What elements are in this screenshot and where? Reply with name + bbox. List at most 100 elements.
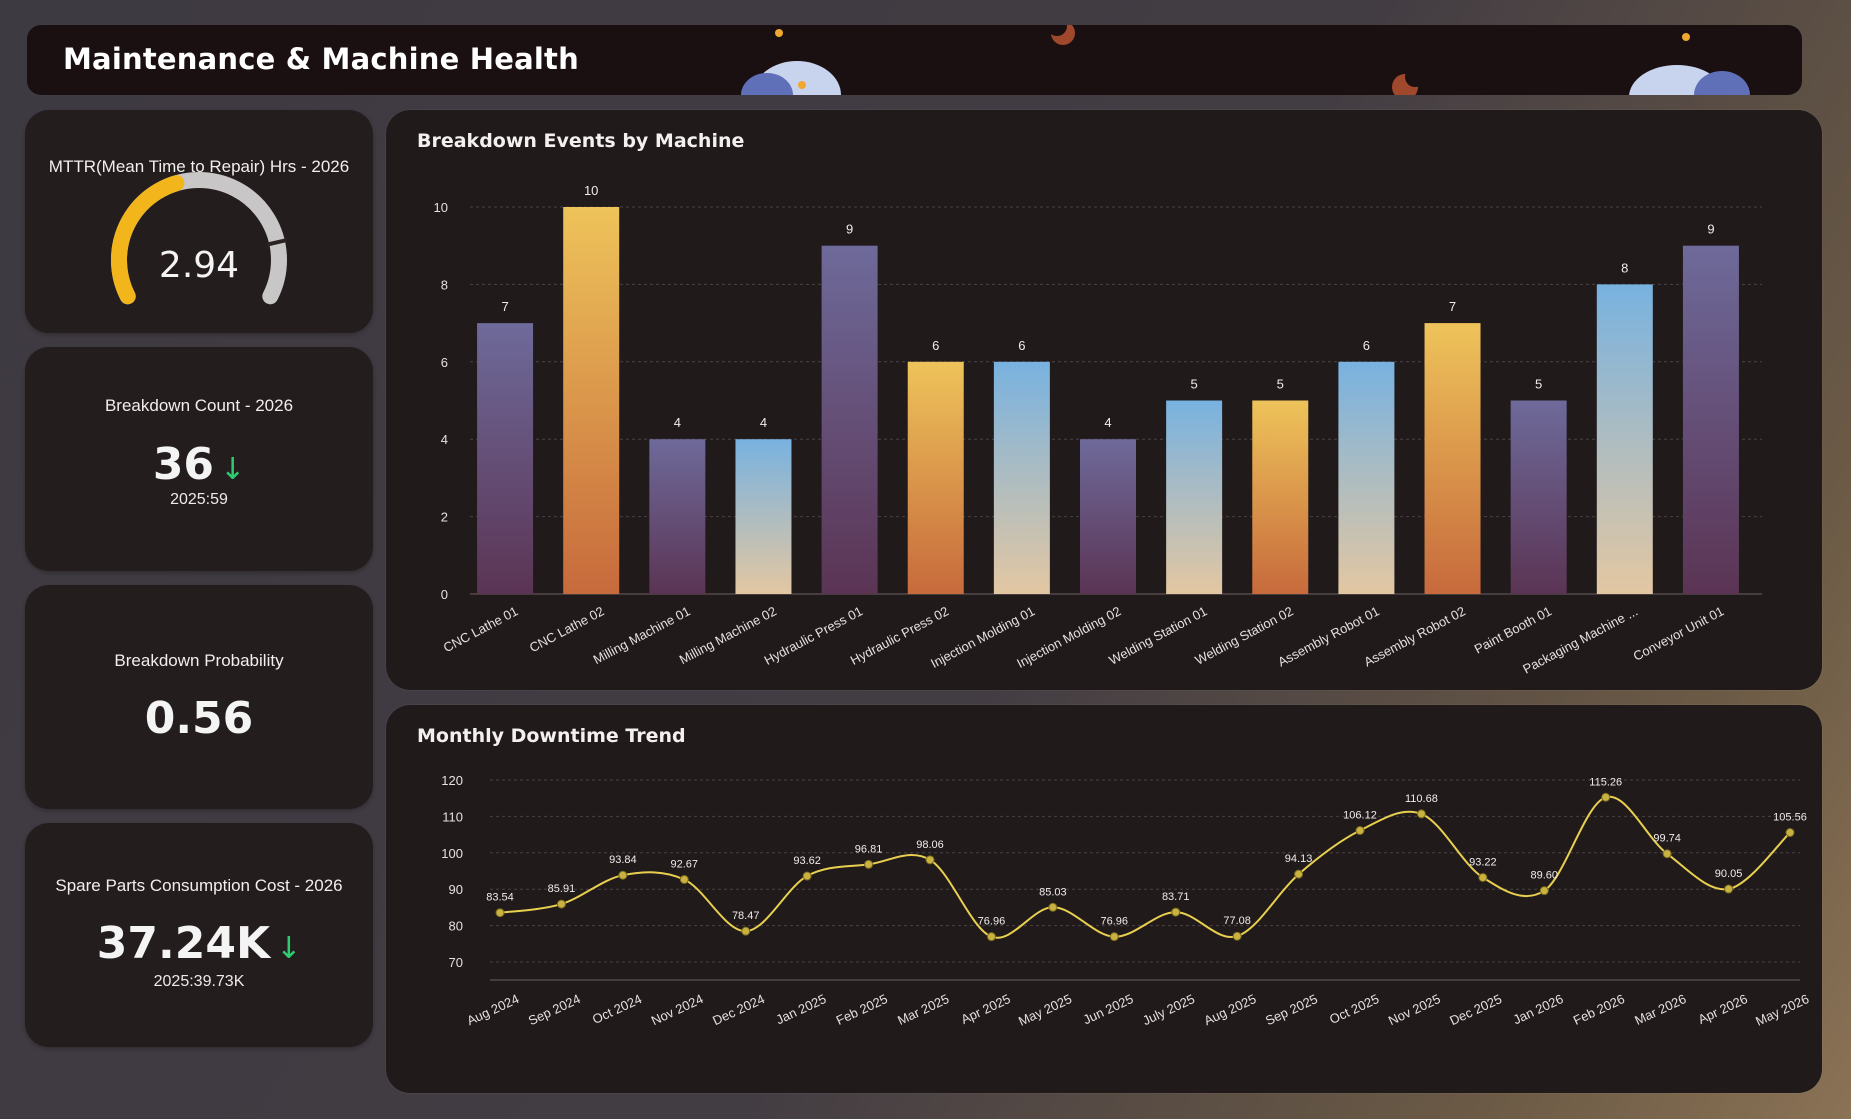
y-tick-label: 10 — [434, 200, 448, 215]
down-arrow-icon: ↓ — [220, 452, 246, 487]
down-arrow-icon: ↓ — [276, 931, 302, 966]
x-tick-label: Aug 2025 — [1202, 991, 1259, 1028]
y-tick-label: 2 — [441, 510, 448, 525]
data-point[interactable] — [618, 870, 628, 880]
bar[interactable] — [1596, 284, 1653, 594]
y-tick-label: 6 — [441, 355, 448, 370]
data-point[interactable] — [1294, 869, 1304, 879]
bar[interactable] — [907, 361, 964, 594]
bar-value-label: 5 — [1277, 377, 1284, 392]
data-point[interactable] — [1416, 809, 1426, 819]
bar-value-label: 4 — [1104, 415, 1111, 430]
point-value-label: 105.56 — [1773, 812, 1807, 824]
x-tick-label: Apr 2026 — [1696, 991, 1750, 1027]
monthly-downtime-chart: 70 80 90 100 110 120 83.54 Aug 2024 85.91 Sep 202… — [441, 773, 1811, 1029]
x-tick-label: CNC Lathe 02 — [527, 603, 607, 655]
breakdown-count-number: 36 — [152, 439, 215, 490]
monthly-downtime-panel: Monthly Downtime Trend 70 80 90 100 110 120 83… — [386, 705, 1822, 1093]
data-point[interactable] — [1171, 907, 1181, 917]
y-tick-label: 110 — [442, 809, 463, 824]
data-point[interactable] — [864, 859, 874, 869]
bar-value-label: 5 — [1535, 377, 1542, 392]
point-value-label: 93.84 — [609, 854, 637, 866]
point-value-label: 98.06 — [916, 839, 944, 851]
point-value-label: 99.74 — [1653, 833, 1681, 845]
breakdown-events-chart: 0 2 4 6 8 10 7 CNC Lathe 01 10 CNC Lathe 02 4 Milli… — [434, 183, 1762, 677]
data-point[interactable] — [802, 871, 812, 881]
point-value-label: 85.03 — [1039, 886, 1067, 898]
bar[interactable] — [1682, 245, 1739, 594]
point-value-label: 78.47 — [732, 910, 760, 922]
data-point[interactable] — [986, 932, 996, 942]
mttr-title: MTTR(Mean Time to Repair) Hrs - 2026 — [48, 157, 350, 176]
data-point[interactable] — [1048, 902, 1058, 912]
bar[interactable] — [1080, 439, 1136, 594]
breakdown-probability-card: Breakdown Probability 0.56 — [25, 585, 373, 809]
data-point[interactable] — [1662, 849, 1672, 859]
x-tick-label: Apr 2025 — [959, 991, 1013, 1027]
point-value-label: 83.71 — [1162, 891, 1190, 903]
point-value-label: 83.54 — [486, 892, 514, 904]
data-point[interactable] — [1601, 792, 1611, 802]
breakdown-count-value: 36 ↓ — [25, 439, 373, 490]
point-value-label: 106.12 — [1343, 810, 1377, 822]
bar[interactable] — [735, 439, 792, 594]
bar-value-label: 6 — [1018, 338, 1025, 353]
bar[interactable] — [821, 245, 878, 594]
x-tick-label: Jan 2025 — [774, 991, 829, 1027]
data-point[interactable] — [1539, 886, 1549, 896]
bar[interactable] — [1166, 400, 1223, 595]
data-point[interactable] — [556, 899, 566, 909]
bar-value-label: 8 — [1621, 260, 1628, 275]
bar-value-label: 6 — [1363, 338, 1370, 353]
x-tick-label: Mar 2026 — [1632, 991, 1688, 1028]
bar-chart-title: Breakdown Events by Machine — [417, 130, 745, 152]
bar[interactable] — [1510, 400, 1567, 595]
data-point[interactable] — [925, 855, 935, 865]
point-value-label: 85.91 — [548, 883, 576, 895]
x-tick-label: July 2025 — [1140, 991, 1197, 1028]
header-decoration — [741, 25, 1750, 95]
data-point[interactable] — [1232, 931, 1242, 941]
bar-value-label: 7 — [1449, 299, 1456, 314]
point-value-label: 90.05 — [1715, 868, 1743, 880]
data-point[interactable] — [1355, 826, 1365, 836]
bar[interactable] — [1424, 323, 1481, 594]
data-point[interactable] — [1109, 932, 1119, 942]
y-tick-label: 8 — [441, 277, 448, 292]
spare-parts-value: 37.24K ↓ — [25, 918, 373, 969]
data-point[interactable] — [679, 874, 689, 884]
x-tick-label: Jan 2026 — [1511, 991, 1566, 1027]
data-point[interactable] — [741, 926, 751, 936]
data-point[interactable] — [1478, 872, 1488, 882]
data-point[interactable] — [495, 908, 505, 918]
spare-parts-number: 37.24K — [96, 918, 271, 969]
bar-value-label: 9 — [846, 222, 853, 237]
data-point[interactable] — [1724, 884, 1734, 894]
x-tick-label: Nov 2024 — [649, 991, 706, 1028]
bar[interactable] — [563, 207, 620, 594]
bar[interactable] — [1338, 361, 1395, 594]
bar[interactable] — [993, 361, 1050, 594]
data-point[interactable] — [1785, 828, 1795, 838]
line-chart-title: Monthly Downtime Trend — [417, 725, 686, 747]
breakdown-count-card: Breakdown Count - 2026 36 ↓ 2025:59 — [25, 347, 373, 571]
bar-value-label: 4 — [674, 415, 681, 430]
x-tick-label: Paint Booth 01 — [1472, 603, 1554, 656]
breakdown-count-title: Breakdown Count - 2026 — [104, 396, 294, 415]
bar[interactable] — [649, 439, 706, 594]
bar-value-label: 4 — [760, 415, 767, 430]
point-value-label: 89.60 — [1531, 870, 1559, 882]
bar-value-label: 5 — [1191, 377, 1198, 392]
bar-value-label: 6 — [932, 338, 939, 353]
x-tick-label: Nov 2025 — [1386, 991, 1443, 1028]
point-value-label: 77.08 — [1223, 915, 1251, 927]
bar[interactable] — [477, 323, 534, 594]
wrench-icon — [741, 73, 793, 95]
bar-value-label: 9 — [1707, 222, 1714, 237]
bar[interactable] — [1252, 400, 1309, 595]
x-tick-label: Dec 2025 — [1447, 991, 1504, 1028]
x-tick-label: Mar 2025 — [895, 991, 951, 1028]
x-tick-label: Conveyor Unit 01 — [1631, 603, 1727, 663]
point-value-label: 93.22 — [1469, 856, 1497, 868]
